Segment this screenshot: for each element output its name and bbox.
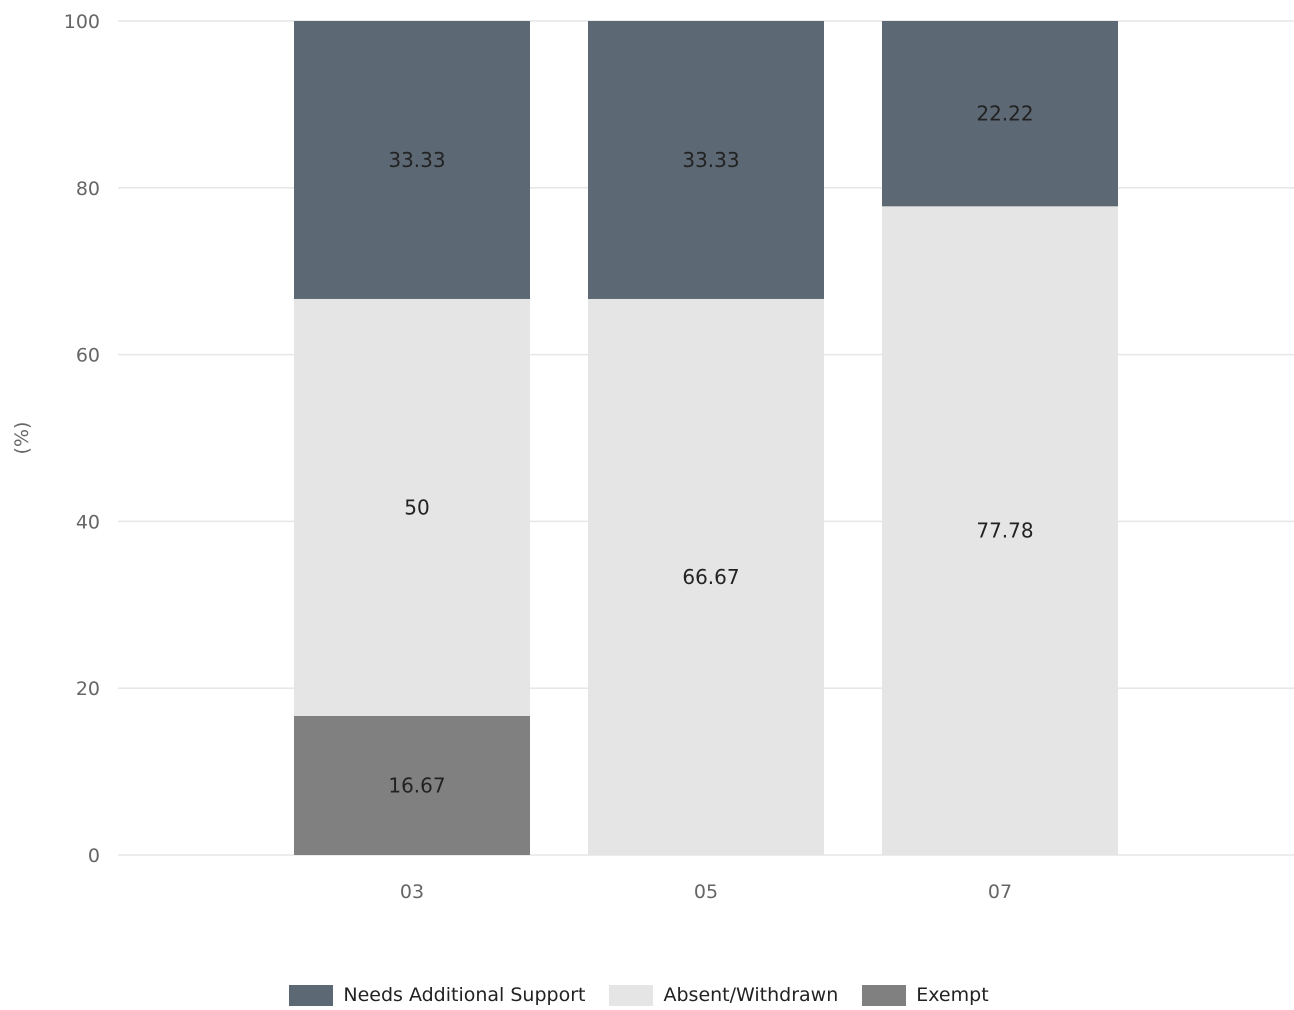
legend-swatch xyxy=(609,984,654,1006)
legend-item[interactable]: Absent/Withdrawn xyxy=(609,984,838,1006)
bar-data-label: 16.67 xyxy=(388,773,445,797)
bar-segment xyxy=(882,21,1118,207)
bar-data-label: 66.67 xyxy=(682,565,739,589)
bar-segment xyxy=(294,715,530,855)
x-tick-label: 07 xyxy=(988,881,1012,903)
legend-label: Exempt xyxy=(916,984,989,1006)
bar-data-label: 33.33 xyxy=(682,148,739,172)
bar-segment xyxy=(294,298,530,716)
stacked-bar-chart: 0 20 40 60 80 100 16.67 50 33.33 66.67 33.33 77.78… xyxy=(11,11,1294,903)
bar-segment xyxy=(588,298,824,856)
x-tick-label: 05 xyxy=(694,881,718,903)
y-tick-label: 40 xyxy=(76,511,100,533)
y-tick-label: 80 xyxy=(76,178,100,200)
x-axis-ticks: 03 05 07 xyxy=(400,881,1012,903)
legend-item[interactable]: Needs Additional Support xyxy=(289,984,585,1006)
bar-segment xyxy=(588,21,824,299)
y-axis-ticks: 0 20 40 60 80 100 xyxy=(64,11,100,867)
legend-swatch xyxy=(289,984,334,1006)
y-tick-label: 100 xyxy=(64,11,100,33)
y-axis-title: (%) xyxy=(11,422,33,455)
bar-data-label: 50 xyxy=(404,495,429,519)
bars: 16.67 50 33.33 66.67 33.33 77.78 22.22 xyxy=(294,21,1118,856)
y-tick-label: 60 xyxy=(76,345,100,367)
legend-label: Needs Additional Support xyxy=(343,984,586,1006)
x-tick-label: 03 xyxy=(400,881,424,903)
chart-legend: Needs Additional Support Absent/Withdrawn… xyxy=(0,980,1286,1010)
bar-data-label: 77.78 xyxy=(976,519,1033,543)
legend-item[interactable]: Exempt xyxy=(862,984,989,1006)
bar-segment xyxy=(294,21,530,299)
legend-label: Absent/Withdrawn xyxy=(663,984,839,1006)
y-tick-label: 20 xyxy=(76,678,100,700)
bar-data-label: 22.22 xyxy=(976,102,1033,126)
bar-data-label: 33.33 xyxy=(388,148,445,172)
legend-swatch xyxy=(862,984,907,1006)
y-tick-label: 0 xyxy=(88,845,100,867)
bar-segment xyxy=(882,206,1118,855)
